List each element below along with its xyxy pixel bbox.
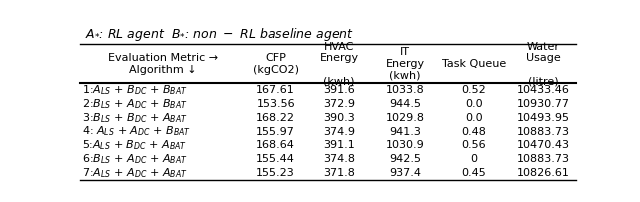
Text: 10930.77: 10930.77 xyxy=(516,99,570,109)
Text: 10470.43: 10470.43 xyxy=(516,140,570,150)
Text: 10826.61: 10826.61 xyxy=(516,168,570,178)
Text: 155.44: 155.44 xyxy=(256,154,295,164)
Text: 167.61: 167.61 xyxy=(256,85,295,95)
Text: 391.1: 391.1 xyxy=(323,140,355,150)
Text: 153.56: 153.56 xyxy=(257,99,295,109)
Text: 0.48: 0.48 xyxy=(461,127,486,137)
Text: 374.8: 374.8 xyxy=(323,154,355,164)
Text: 374.9: 374.9 xyxy=(323,127,355,137)
Text: 3:$B_{LS}$ + $B_{DC}$ + $A_{BAT}$: 3:$B_{LS}$ + $B_{DC}$ + $A_{BAT}$ xyxy=(83,111,188,125)
Text: 0.52: 0.52 xyxy=(461,85,486,95)
Text: 10883.73: 10883.73 xyxy=(516,127,570,137)
Text: 0.0: 0.0 xyxy=(465,113,483,123)
Text: 941.3: 941.3 xyxy=(389,127,421,137)
Text: 371.8: 371.8 xyxy=(323,168,355,178)
Text: 10433.46: 10433.46 xyxy=(516,85,570,95)
Text: HVAC
Energy

(kwh): HVAC Energy (kwh) xyxy=(319,41,358,86)
Text: 944.5: 944.5 xyxy=(389,99,421,109)
Text: 391.6: 391.6 xyxy=(323,85,355,95)
Text: 1030.9: 1030.9 xyxy=(386,140,424,150)
Text: 6:$B_{LS}$ + $A_{DC}$ + $A_{BAT}$: 6:$B_{LS}$ + $A_{DC}$ + $A_{BAT}$ xyxy=(83,152,188,166)
Text: 942.5: 942.5 xyxy=(389,154,421,164)
Text: 1:$A_{LS}$ + $B_{DC}$ + $B_{BAT}$: 1:$A_{LS}$ + $B_{DC}$ + $B_{BAT}$ xyxy=(83,83,188,97)
Text: 1033.8: 1033.8 xyxy=(386,85,424,95)
Text: 7:$A_{LS}$ + $A_{DC}$ + $A_{BAT}$: 7:$A_{LS}$ + $A_{DC}$ + $A_{BAT}$ xyxy=(83,166,188,180)
Text: 155.23: 155.23 xyxy=(256,168,295,178)
Text: 10883.73: 10883.73 xyxy=(516,154,570,164)
Text: 0.56: 0.56 xyxy=(461,140,486,150)
Text: 168.64: 168.64 xyxy=(256,140,295,150)
Text: 155.97: 155.97 xyxy=(256,127,295,137)
Text: Evaluation Metric →
Algorithm ↓: Evaluation Metric → Algorithm ↓ xyxy=(108,53,218,75)
Text: 1029.8: 1029.8 xyxy=(386,113,425,123)
Text: Task Queue: Task Queue xyxy=(442,59,506,69)
Text: 2:$B_{LS}$ + $A_{DC}$ + $B_{BAT}$: 2:$B_{LS}$ + $A_{DC}$ + $B_{BAT}$ xyxy=(83,97,188,111)
Text: 168.22: 168.22 xyxy=(256,113,295,123)
Text: 5:$A_{LS}$ + $B_{DC}$ + $A_{BAT}$: 5:$A_{LS}$ + $B_{DC}$ + $A_{BAT}$ xyxy=(83,138,188,152)
Text: 4: $A_{LS}$ + $A_{DC}$ + $B_{BAT}$: 4: $A_{LS}$ + $A_{DC}$ + $B_{BAT}$ xyxy=(83,125,192,138)
Text: 372.9: 372.9 xyxy=(323,99,355,109)
Text: IT
Energy
(kwh): IT Energy (kwh) xyxy=(385,47,425,81)
Text: CFP
(kgCO2): CFP (kgCO2) xyxy=(253,53,299,75)
Text: 0: 0 xyxy=(470,154,477,164)
Text: 937.4: 937.4 xyxy=(389,168,421,178)
Text: 0.45: 0.45 xyxy=(461,168,486,178)
Text: 0.0: 0.0 xyxy=(465,99,483,109)
Text: Water
Usage

(litre): Water Usage (litre) xyxy=(525,41,560,86)
Text: $A_{*}$: $RL\ agent\ \ B_{*}$: $non\ -\ RL\ baseline\ agent$: $A_{*}$: $RL\ agent\ \ B_{*}$: $non\ -\ … xyxy=(85,26,354,43)
Text: 390.3: 390.3 xyxy=(323,113,355,123)
Text: 10493.95: 10493.95 xyxy=(516,113,570,123)
